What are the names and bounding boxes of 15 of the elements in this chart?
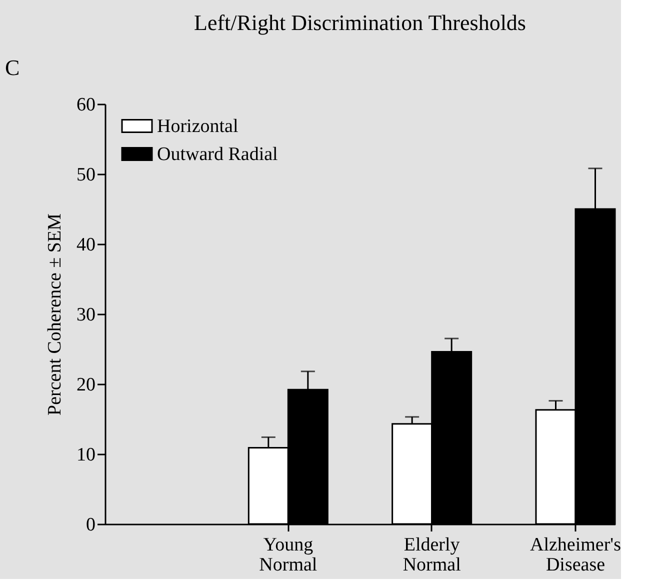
y-tick-label: 60 (76, 94, 96, 116)
text: C (5, 55, 20, 80)
x-tick-label: Alzheimer's Disease (530, 534, 621, 576)
y-tick-label: 20 (76, 374, 96, 396)
y-tick-label: 40 (76, 234, 96, 256)
x-tick-label: Young Normal (259, 534, 318, 576)
chart-title: Left/Right Discrimination Thresholds (194, 10, 526, 35)
legend-label: Horizontal (157, 116, 238, 137)
y-tick-label: 30 (76, 304, 96, 326)
y-tick-label: 10 (76, 444, 96, 466)
legend-label: Outward Radial (157, 144, 278, 165)
y-tick-label: 50 (76, 164, 96, 186)
y-axis-title: Percent Coherence ± SEM (44, 213, 66, 416)
x-tick-label: Elderly Normal (402, 534, 461, 576)
y-tick-label: 0 (86, 514, 96, 536)
